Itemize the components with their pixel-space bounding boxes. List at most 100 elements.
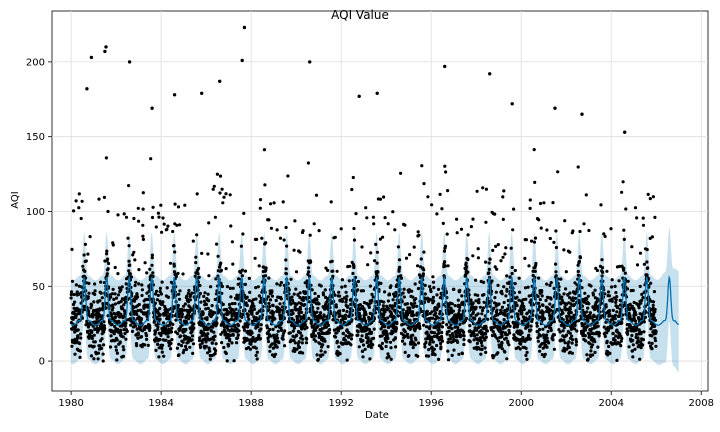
observed-point [560,295,564,299]
observed-point [532,240,537,244]
observed-point [644,310,648,314]
observed-point [284,272,288,276]
observed-point [372,327,376,331]
observed-point [91,312,95,316]
observed-point [185,294,189,298]
observed-point [537,218,541,222]
observed-point [298,307,303,311]
observed-point [161,321,166,325]
observed-point [554,274,558,278]
observed-point [83,269,87,273]
observed-point [477,300,481,305]
observed-point [507,343,511,347]
observed-point [436,287,441,291]
observed-point [179,334,183,338]
observed-point [583,322,587,326]
observed-point [590,343,595,347]
observed-point [446,189,450,193]
observed-point [624,207,628,211]
observed-point [427,354,431,358]
observed-point [501,330,505,334]
observed-point [578,256,583,260]
observed-point [118,340,122,344]
observed-point [533,236,538,240]
observed-point [430,203,434,207]
observed-point [100,337,104,341]
observed-point [279,297,283,301]
observed-point [428,325,432,329]
observed-point [301,296,305,300]
observed-point [333,335,338,339]
observed-point [212,184,216,188]
observed-point [170,338,174,342]
observed-point [401,322,406,326]
observed-point [653,339,658,343]
observed-point [173,250,177,254]
observed-point [231,262,235,266]
observed-point [269,334,273,338]
observed-point [599,203,603,207]
observed-point [458,305,462,309]
observed-point [652,290,657,294]
observed-point [418,324,422,328]
observed-point [452,348,456,352]
observed-point [141,223,145,227]
observed-point [340,326,344,330]
observed-point [388,340,393,344]
observed-point [313,291,317,296]
observed-point [122,348,126,352]
observed-point [128,272,132,276]
observed-point [115,351,119,355]
observed-point [192,322,196,326]
observed-point [281,334,285,338]
y-tick-label: 0 [39,357,45,368]
observed-point [254,346,258,350]
observed-point [427,333,431,337]
observed-point [300,341,304,345]
observed-point [615,295,619,299]
observed-point [156,211,160,215]
observed-point [200,317,204,321]
observed-point [341,308,346,312]
observed-point [247,298,251,303]
observed-point [123,324,127,328]
observed-point [318,314,322,318]
observed-point [402,295,406,299]
observed-point [340,299,345,303]
observed-point [549,281,553,285]
observed-point [416,354,420,358]
observed-point [524,353,528,357]
observed-point [603,292,607,296]
observed-point [111,303,115,307]
observed-point [184,319,188,323]
observed-point [602,232,606,236]
observed-point [190,330,194,334]
observed-point [449,336,453,340]
observed-point [394,326,398,330]
observed-point [477,298,481,302]
observed-point [132,216,136,221]
observed-point [372,336,376,340]
observed-point [210,304,214,308]
observed-point [620,321,624,325]
observed-point [124,215,129,219]
observed-point [382,195,386,199]
observed-point [124,337,128,341]
observed-point [230,314,234,318]
observed-point [191,351,195,355]
observed-point [317,229,321,233]
observed-point [176,205,181,209]
observed-point [600,258,604,262]
observed-point [428,340,432,344]
observed-point [121,335,125,339]
observed-point [611,308,615,312]
observed-point [577,274,581,278]
observed-point [520,331,524,335]
observed-point [235,295,239,299]
observed-point [255,357,259,361]
observed-point [235,341,239,345]
observed-point [309,260,313,264]
observed-point [573,327,577,331]
observed-point [197,266,201,271]
observed-point [428,284,432,289]
